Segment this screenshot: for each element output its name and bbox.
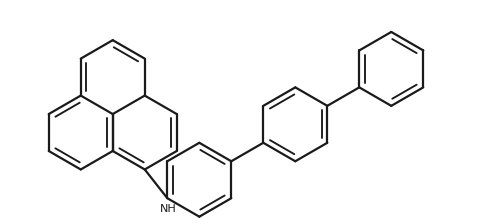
Text: NH: NH xyxy=(160,204,177,214)
